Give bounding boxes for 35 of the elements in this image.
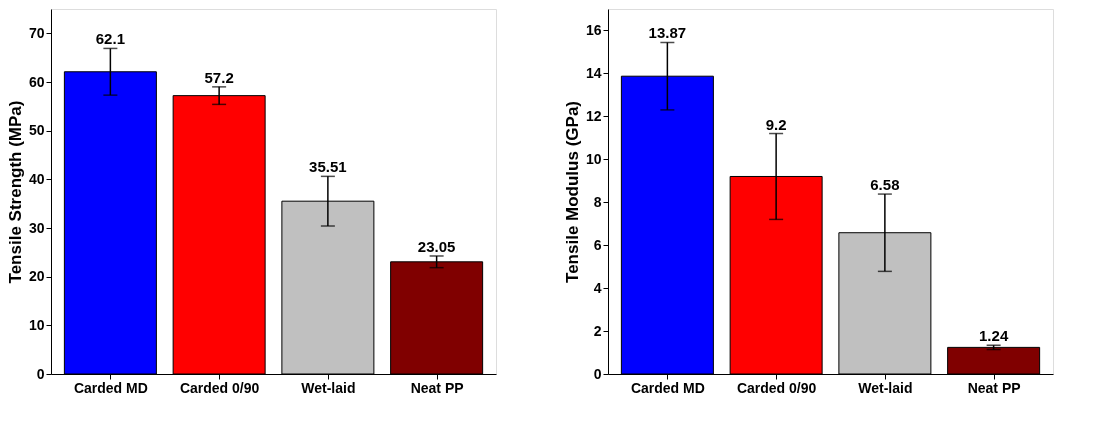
data-label: 9.2 bbox=[765, 115, 787, 133]
y-tick-label: 50 bbox=[28, 122, 45, 139]
data-label: 1.24 bbox=[979, 327, 1009, 345]
data-label: 62.1 bbox=[95, 30, 125, 48]
y-tick-label: 20 bbox=[28, 268, 45, 285]
y-tick-label: 10 bbox=[28, 316, 45, 333]
x-tick-label: Wet-laid bbox=[301, 379, 356, 396]
data-label: 35.51 bbox=[309, 158, 347, 176]
y-axis-title: Tensile Strength (MPa) bbox=[5, 100, 25, 284]
y-tick-label: 4 bbox=[593, 279, 602, 296]
y-tick-label: 16 bbox=[585, 21, 602, 38]
y-tick-label: 10 bbox=[585, 150, 602, 167]
data-label: 13.87 bbox=[648, 24, 687, 42]
x-tick-label: Neat PP bbox=[410, 379, 464, 396]
y-tick-label: 8 bbox=[593, 193, 602, 210]
data-label: 57.2 bbox=[204, 68, 234, 86]
x-tick-label: Wet-laid bbox=[858, 379, 913, 396]
x-tick-label: Neat PP bbox=[967, 379, 1021, 396]
x-tick-label: Carded 0/90 bbox=[736, 379, 817, 396]
y-tick-label: 6 bbox=[593, 236, 602, 253]
x-tick-label: Carded MD bbox=[630, 379, 705, 396]
y-tick-label: 70 bbox=[28, 24, 45, 41]
y-tick-label: 0 bbox=[36, 365, 45, 382]
y-tick-label: 0 bbox=[593, 365, 602, 382]
y-tick-label: 60 bbox=[28, 73, 45, 90]
y-tick-label: 12 bbox=[585, 107, 602, 124]
y-axis-title: Tensile Modulus (GPa) bbox=[562, 101, 582, 283]
y-tick-label: 40 bbox=[28, 170, 45, 187]
x-tick-label: Carded 0/90 bbox=[179, 379, 260, 396]
data-label: 6.58 bbox=[870, 176, 900, 194]
y-tick-label: 14 bbox=[585, 64, 602, 81]
y-tick-label: 30 bbox=[28, 219, 45, 236]
x-tick-label: Carded MD bbox=[73, 379, 148, 396]
y-tick-label: 2 bbox=[593, 322, 602, 339]
data-label: 23.05 bbox=[417, 237, 456, 255]
